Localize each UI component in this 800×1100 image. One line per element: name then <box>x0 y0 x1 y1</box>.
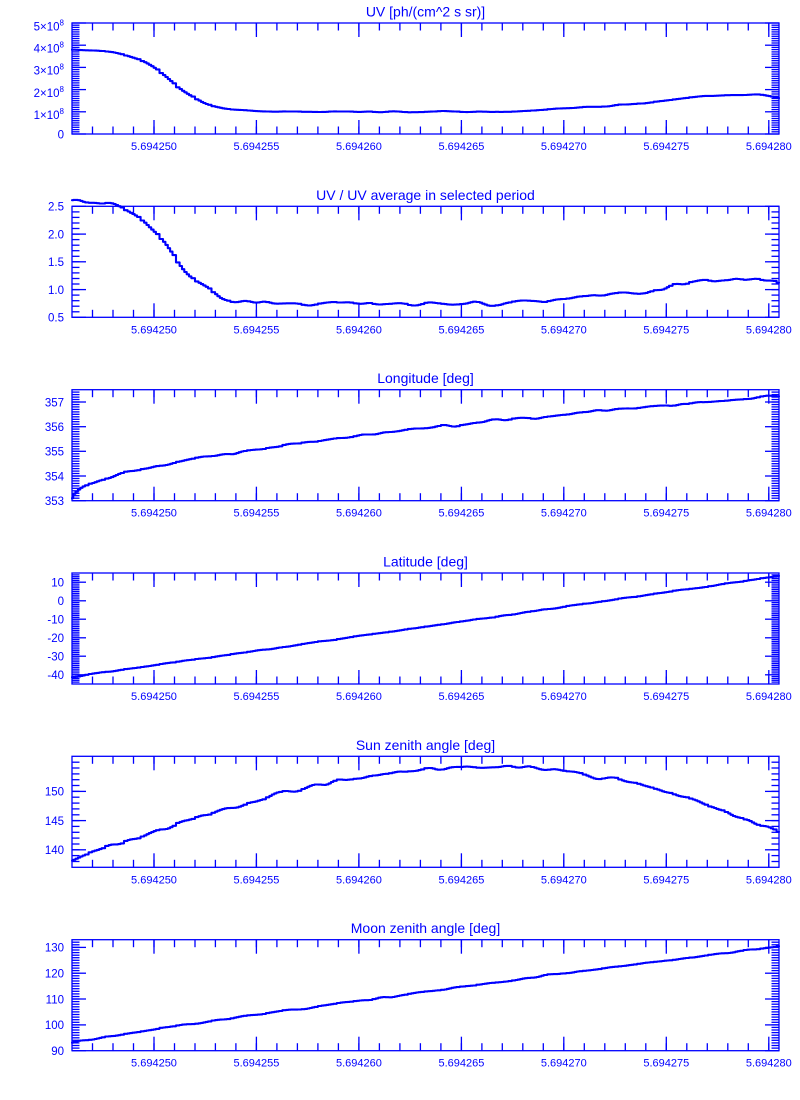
svg-text:5.694280: 5.694280 <box>746 141 792 153</box>
svg-text:5.694275: 5.694275 <box>643 1058 689 1070</box>
svg-text:UV / UV average in selected pe: UV / UV average in selected period <box>316 187 535 203</box>
svg-text:0: 0 <box>58 129 64 141</box>
svg-text:Moon zenith angle [deg]: Moon zenith angle [deg] <box>351 920 500 936</box>
svg-text:5.694270: 5.694270 <box>541 874 587 886</box>
svg-text:130: 130 <box>45 943 64 955</box>
svg-text:5.694255: 5.694255 <box>233 874 279 886</box>
svg-text:Longitude [deg]: Longitude [deg] <box>377 370 474 386</box>
svg-text:UV [ph/(cm^2 s sr)]: UV [ph/(cm^2 s sr)] <box>366 4 485 20</box>
svg-text:5.694275: 5.694275 <box>643 324 689 336</box>
svg-text:Sun zenith angle [deg]: Sun zenith angle [deg] <box>356 737 495 753</box>
svg-text:5.694280: 5.694280 <box>746 324 792 336</box>
svg-text:5.694255: 5.694255 <box>233 1058 279 1070</box>
svg-text:10: 10 <box>51 578 64 590</box>
svg-text:5.694250: 5.694250 <box>131 1058 177 1070</box>
svg-text:5.694270: 5.694270 <box>541 141 587 153</box>
svg-text:-20: -20 <box>47 633 64 645</box>
svg-text:354: 354 <box>45 471 65 483</box>
svg-text:5.694275: 5.694275 <box>643 508 689 520</box>
svg-text:5.694265: 5.694265 <box>438 141 484 153</box>
svg-text:-40: -40 <box>47 670 64 682</box>
svg-text:5.694255: 5.694255 <box>233 508 279 520</box>
svg-text:100: 100 <box>45 1020 64 1032</box>
svg-text:2.0: 2.0 <box>48 229 64 241</box>
svg-text:355: 355 <box>45 447 64 459</box>
svg-text:0: 0 <box>58 596 64 608</box>
svg-text:5.694255: 5.694255 <box>233 691 279 703</box>
svg-text:5.694275: 5.694275 <box>643 691 689 703</box>
svg-text:5.694270: 5.694270 <box>541 691 587 703</box>
svg-text:5.694265: 5.694265 <box>438 324 484 336</box>
svg-text:353: 353 <box>45 496 64 508</box>
svg-text:150: 150 <box>45 787 64 799</box>
svg-text:-30: -30 <box>47 652 64 664</box>
svg-text:5.694280: 5.694280 <box>746 508 792 520</box>
svg-text:5.694250: 5.694250 <box>131 508 177 520</box>
svg-text:5.694250: 5.694250 <box>131 324 177 336</box>
svg-text:110: 110 <box>46 994 64 1006</box>
svg-text:5.694260: 5.694260 <box>336 141 382 153</box>
svg-text:5.694260: 5.694260 <box>336 508 382 520</box>
svg-text:5.694280: 5.694280 <box>746 874 792 886</box>
svg-text:5.694255: 5.694255 <box>233 141 279 153</box>
svg-text:5.694270: 5.694270 <box>541 324 587 336</box>
svg-text:-10: -10 <box>47 615 64 627</box>
svg-text:5.694265: 5.694265 <box>438 508 484 520</box>
svg-text:5.694255: 5.694255 <box>233 324 279 336</box>
svg-text:5.694260: 5.694260 <box>336 691 382 703</box>
svg-text:5.694250: 5.694250 <box>131 874 177 886</box>
svg-text:5.694265: 5.694265 <box>438 691 484 703</box>
svg-text:357: 357 <box>45 397 64 409</box>
svg-text:356: 356 <box>45 422 64 434</box>
svg-text:5.694250: 5.694250 <box>131 691 177 703</box>
svg-text:5.694275: 5.694275 <box>643 874 689 886</box>
svg-text:5.694275: 5.694275 <box>643 141 689 153</box>
svg-text:5.694280: 5.694280 <box>746 691 792 703</box>
svg-text:90: 90 <box>51 1046 64 1058</box>
svg-text:0.5: 0.5 <box>48 313 64 325</box>
svg-text:145: 145 <box>45 816 64 828</box>
svg-text:2.5: 2.5 <box>48 202 64 214</box>
svg-text:140: 140 <box>45 845 64 857</box>
svg-text:1.5: 1.5 <box>48 257 64 269</box>
svg-text:5.694270: 5.694270 <box>541 508 587 520</box>
svg-text:5.694260: 5.694260 <box>336 324 382 336</box>
svg-text:120: 120 <box>45 969 64 981</box>
svg-text:5.694265: 5.694265 <box>438 874 484 886</box>
svg-text:5.694280: 5.694280 <box>746 1058 792 1070</box>
svg-text:5.694270: 5.694270 <box>541 1058 587 1070</box>
svg-text:1.0: 1.0 <box>48 285 64 297</box>
svg-text:5.694260: 5.694260 <box>336 874 382 886</box>
svg-text:5.694265: 5.694265 <box>438 1058 484 1070</box>
svg-text:5.694250: 5.694250 <box>131 141 177 153</box>
svg-text:5.694260: 5.694260 <box>336 1058 382 1070</box>
svg-text:Latitude [deg]: Latitude [deg] <box>383 554 468 570</box>
